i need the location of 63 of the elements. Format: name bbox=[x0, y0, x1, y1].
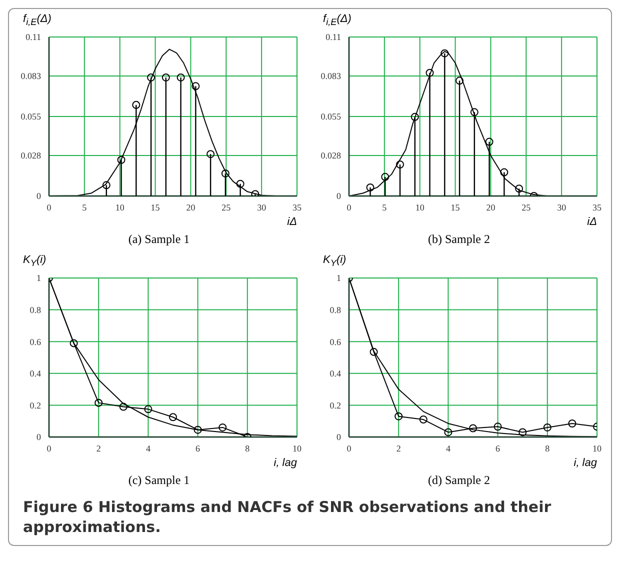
y-tick-label: 0 bbox=[336, 191, 342, 202]
x-tick-label: 6 bbox=[496, 443, 501, 454]
y-tick-label: 0 bbox=[36, 191, 42, 202]
x-tick-label: 15 bbox=[150, 202, 160, 212]
x-tick-label: 4 bbox=[446, 443, 451, 454]
y-tick-label: 0.8 bbox=[30, 304, 42, 315]
x-tick-label: 0 bbox=[46, 202, 52, 212]
caption: Figure 6 Histograms and NACFs of SNR observations and their approximations. bbox=[22, 497, 552, 538]
x-tick-label: 8 bbox=[245, 443, 250, 454]
y-tick-label: 0.4 bbox=[30, 368, 42, 379]
y-tick-label: 0.8 bbox=[330, 304, 342, 315]
y-tick-label: 1 bbox=[336, 273, 341, 284]
text: (c) Sample 1 bbox=[127, 473, 191, 489]
x-tick-label: 30 bbox=[557, 202, 567, 212]
y-tick-label: 0.083 bbox=[320, 71, 342, 82]
x-tick-label: 10 bbox=[592, 443, 602, 454]
x-tick-label: 5 bbox=[382, 202, 388, 212]
x-tick-label: 20 bbox=[486, 202, 496, 212]
x-axis-title: iΔ bbox=[286, 216, 298, 230]
y-tick-label: 0.028 bbox=[20, 150, 42, 161]
x-tick-label: 2 bbox=[396, 443, 401, 454]
text: (b) Sample 2 bbox=[427, 232, 491, 248]
y-tick-label: 0.11 bbox=[326, 32, 341, 42]
y-tick-label: 0.055 bbox=[20, 112, 42, 122]
x-tick-label: 30 bbox=[257, 202, 267, 212]
x-tick-label: 25 bbox=[522, 202, 532, 212]
x-tick-label: 6 bbox=[196, 443, 201, 454]
text: (d) Sample 2 bbox=[427, 473, 491, 489]
x-tick-label: 15 bbox=[450, 202, 460, 212]
y-tick-label: 0.6 bbox=[330, 336, 342, 347]
x-tick-label: 10 bbox=[415, 202, 425, 212]
y-axis-title: f$_{i,E}$(Δ) bbox=[22, 13, 52, 30]
x-tick-label: 35 bbox=[592, 202, 602, 212]
x-tick-label: 5 bbox=[82, 202, 88, 212]
y-tick-label: 0 bbox=[336, 432, 342, 442]
x-axis-title: i, lag bbox=[272, 457, 298, 471]
y-tick-label: 0.083 bbox=[20, 71, 42, 82]
y-tick-label: 0.028 bbox=[320, 150, 342, 161]
x-tick-label: 10 bbox=[292, 443, 302, 454]
text: (a) Sample 1 bbox=[127, 232, 191, 248]
y-tick-label: 0 bbox=[36, 432, 42, 442]
y-tick-label: 0.4 bbox=[330, 368, 342, 379]
x-tick-label: 20 bbox=[186, 202, 196, 212]
x-tick-label: 25 bbox=[222, 202, 232, 212]
y-tick-label: 0.11 bbox=[26, 32, 41, 42]
y-tick-label: 0.6 bbox=[30, 336, 42, 347]
y-axis-title: K$_{Y}$(i) bbox=[22, 254, 48, 270]
x-tick-label: 0 bbox=[346, 443, 352, 454]
y-axis-title: f$_{i,E}$(Δ) bbox=[322, 13, 352, 30]
x-tick-label: 2 bbox=[96, 443, 101, 454]
y-axis-title: K$_{Y}$(i) bbox=[322, 254, 348, 270]
x-tick-label: 35 bbox=[292, 202, 302, 212]
x-axis-title: i, lag bbox=[572, 457, 598, 471]
x-tick-label: 8 bbox=[545, 443, 550, 454]
y-tick-label: 1 bbox=[36, 273, 41, 284]
x-axis-title: iΔ bbox=[586, 216, 598, 230]
y-tick-label: 0.2 bbox=[30, 400, 41, 410]
x-tick-label: 0 bbox=[346, 202, 352, 212]
x-tick-label: 0 bbox=[46, 443, 52, 454]
x-tick-label: 4 bbox=[146, 443, 151, 454]
y-tick-label: 0.2 bbox=[330, 400, 341, 410]
y-tick-label: 0.055 bbox=[320, 112, 342, 122]
x-tick-label: 10 bbox=[115, 202, 125, 212]
